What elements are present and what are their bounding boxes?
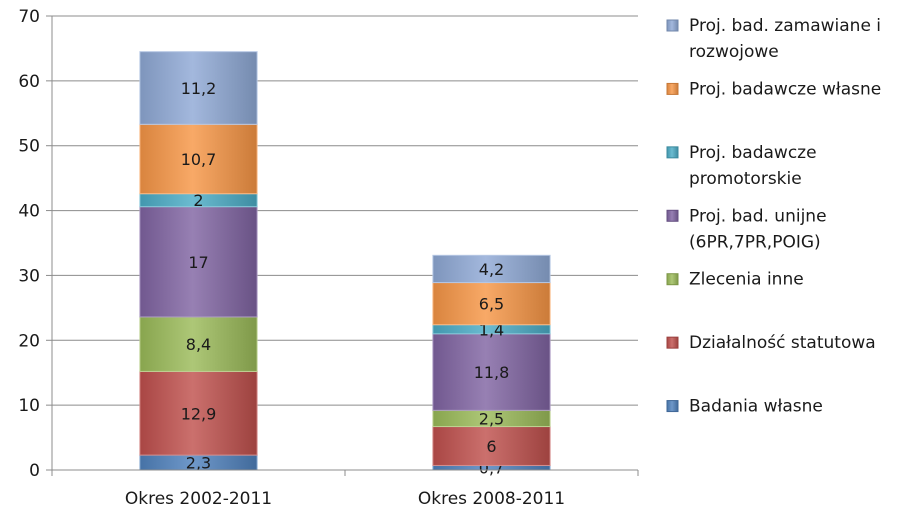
bar-segment [139, 206, 258, 318]
data-label: 4,2 [479, 260, 504, 279]
bar-segment [432, 426, 551, 466]
legend-label: (6PR,7PR,POIG) [689, 232, 821, 252]
y-tick-label: 0 [29, 461, 40, 481]
bar-segment [432, 254, 551, 284]
bar-segment [432, 333, 551, 411]
y-tick-label: 50 [18, 137, 40, 157]
y-tick-label: 30 [18, 266, 40, 286]
y-tick-label: 70 [18, 7, 40, 27]
legend-swatch [666, 146, 679, 159]
legend-item: Proj. badawcze promotorskie [666, 143, 817, 189]
bar-stack: 2,3 12,9 8,4 17 2 10,7 11,2 [139, 51, 258, 473]
legend-label: Proj. bad. unijne [689, 206, 827, 226]
legend-swatch [666, 336, 679, 349]
bar-stack: 0,762,511,81,46,54,2 [432, 254, 551, 478]
legend-label: Proj. bad. zamawiane i [689, 16, 881, 36]
legend-label: Działalność statutowa [689, 333, 876, 353]
legend-swatch [666, 273, 679, 286]
legend-label: rozwojowe [689, 42, 779, 62]
data-label: 17 [188, 253, 208, 272]
x-category-label: Okres 2008-2011 [418, 489, 565, 509]
legend-swatch [666, 82, 679, 95]
x-axis: Okres 2002-2011 Okres 2008-2011 [51, 469, 639, 509]
bar-segment [139, 123, 258, 195]
legend-swatch [666, 19, 679, 32]
legend-label: promotorskie [689, 169, 802, 189]
y-tick-label: 60 [18, 72, 40, 92]
data-label: 10,7 [181, 150, 217, 169]
data-label: 11,2 [181, 79, 217, 98]
data-label: 11,8 [474, 363, 510, 382]
bar-segment [139, 370, 258, 456]
data-label: 6 [486, 437, 496, 456]
legend-item: Proj. bad. zamawiane i rozwojowe [666, 16, 881, 62]
legend-swatch [666, 400, 679, 413]
bars: 2,312,98,417210,711,20,762,511,81,46,54,… [139, 51, 551, 478]
y-axis: 0 10 20 30 40 50 60 70 [18, 7, 53, 481]
legend-label: Proj. badawcze [689, 143, 817, 163]
data-label: 2,3 [186, 454, 211, 473]
data-label: 6,5 [479, 295, 504, 314]
bar-segment [139, 316, 258, 372]
legend-label: Proj. badawcze własne [689, 79, 881, 99]
y-tick-label: 20 [18, 331, 40, 351]
legend-item: Proj. bad. unijne (6PR,7PR,POIG) [666, 206, 827, 252]
legend-item: Badania własne [666, 397, 823, 417]
legend-item: Zlecenia inne [666, 270, 804, 290]
legend-item: Działalność statutowa [666, 333, 876, 353]
data-label: 2 [193, 191, 203, 210]
data-label: 12,9 [181, 404, 217, 423]
legend-item: Proj. badawcze własne [666, 79, 881, 99]
y-tick-label: 40 [18, 202, 40, 222]
data-label: 2,5 [479, 409, 504, 428]
data-label: 8,4 [186, 335, 211, 354]
legend-label: Badania własne [689, 397, 823, 417]
bar-segment [139, 51, 258, 125]
bar-segment [432, 282, 551, 326]
legend-swatch [666, 209, 679, 222]
x-category-label: Okres 2002-2011 [125, 489, 272, 509]
legend-label: Zlecenia inne [689, 270, 804, 290]
y-tick-label: 10 [18, 396, 40, 416]
